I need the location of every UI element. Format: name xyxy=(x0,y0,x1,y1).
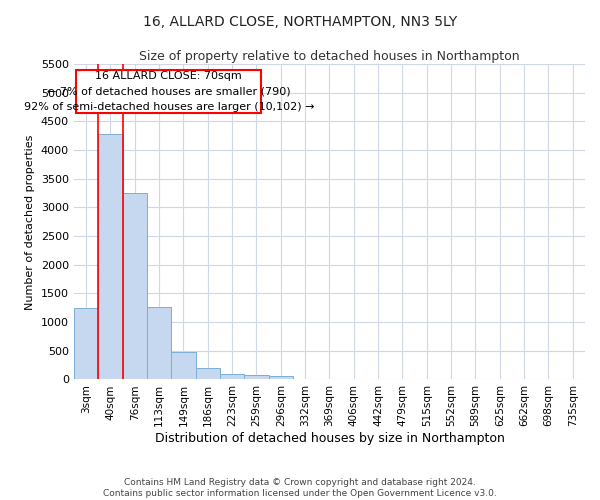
Bar xyxy=(171,352,196,380)
Bar xyxy=(147,306,171,380)
Bar xyxy=(269,376,293,380)
Bar xyxy=(220,374,244,380)
Bar xyxy=(196,368,220,380)
Bar xyxy=(76,70,261,113)
Text: 16 ALLARD CLOSE: 70sqm
← 7% of detached houses are smaller (790)
92% of semi-det: 16 ALLARD CLOSE: 70sqm ← 7% of detached … xyxy=(23,71,314,112)
Bar xyxy=(122,193,147,380)
Bar xyxy=(244,375,269,380)
Text: Contains HM Land Registry data © Crown copyright and database right 2024.
Contai: Contains HM Land Registry data © Crown c… xyxy=(103,478,497,498)
X-axis label: Distribution of detached houses by size in Northampton: Distribution of detached houses by size … xyxy=(155,432,505,445)
Y-axis label: Number of detached properties: Number of detached properties xyxy=(25,134,35,310)
Bar xyxy=(74,308,98,380)
Bar xyxy=(98,134,122,380)
Title: Size of property relative to detached houses in Northampton: Size of property relative to detached ho… xyxy=(139,50,520,63)
Text: 16, ALLARD CLOSE, NORTHAMPTON, NN3 5LY: 16, ALLARD CLOSE, NORTHAMPTON, NN3 5LY xyxy=(143,15,457,29)
